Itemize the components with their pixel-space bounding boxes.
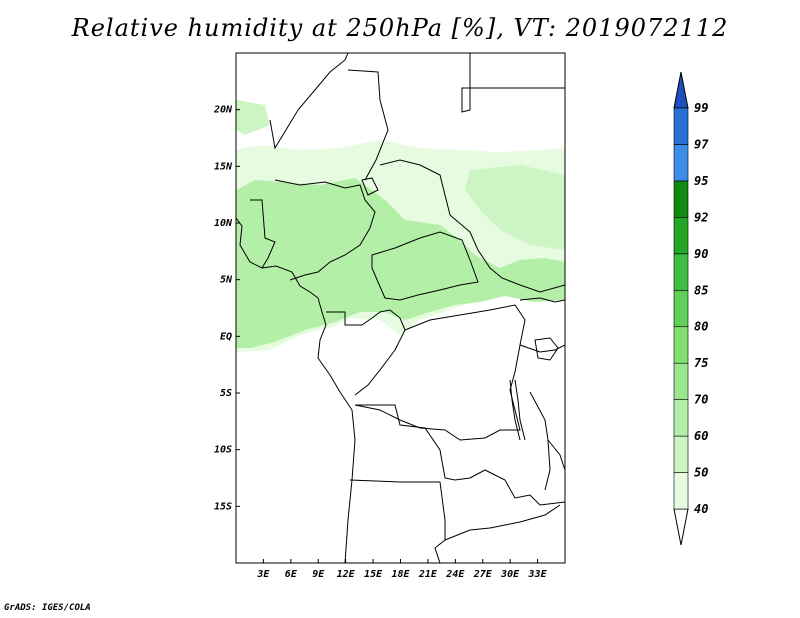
colorbar-segment [673, 326, 689, 364]
colorbar-label: 97 [694, 137, 709, 151]
humidity-band-north [236, 100, 270, 135]
lat-tick-label: 15S [214, 501, 232, 512]
longitude-axis: 3E 6E 9E 12E 15E 18E 21E 24E 27E 30E 33E [256, 559, 548, 580]
lon-tick-label: 9E [312, 569, 325, 580]
lake-tanganyika [509, 379, 526, 441]
lon-tick-label: 3E [256, 569, 270, 580]
colorbar-label: 40 [694, 502, 708, 516]
colorbar-segment [673, 362, 689, 400]
lat-tick-label: 10N [214, 218, 233, 229]
lon-tick-label: 21E [418, 569, 438, 580]
colorbar-segment [673, 253, 689, 291]
lon-tick-label: 33E [528, 569, 548, 580]
colorbar-label: 60 [694, 429, 708, 443]
border-niger-nigeria [274, 179, 376, 281]
colorbar-segment [673, 144, 689, 182]
border-drc [354, 304, 526, 441]
lon-tick-label: 18E [391, 569, 410, 580]
lat-tick-label: 15N [214, 161, 233, 172]
border-southern [349, 479, 561, 563]
lon-tick-label: 12E [337, 569, 356, 580]
border-cameroon-gabon [326, 309, 406, 396]
lake-chad [361, 177, 379, 196]
lat-tick-label: 5N [220, 275, 233, 286]
border-libya-chad [347, 69, 389, 181]
border-angola-zambia [355, 404, 565, 506]
colorbar-label: 85 [694, 283, 708, 297]
lon-tick-label: 15E [364, 569, 383, 580]
colorbar-label: 50 [694, 466, 708, 480]
colorbar-under-arrow [673, 508, 689, 546]
colorbar-segment [673, 217, 689, 255]
humidity-shading [236, 100, 565, 352]
humidity-band-east [465, 165, 565, 250]
colorbar-label: 99 [694, 101, 708, 115]
coastline-west [236, 217, 356, 563]
colorbar-label: 80 [694, 320, 708, 334]
colorbar-label: 92 [694, 210, 708, 224]
border-sahel [250, 199, 276, 269]
colorbar: 40 50 60 70 75 80 85 90 92 95 97 99 [673, 71, 709, 546]
lat-tick-label: EQ [220, 331, 232, 342]
border-chad-sudan [379, 159, 565, 293]
border-east-africa [519, 297, 565, 491]
border-sahara-west [269, 53, 349, 150]
border-egypt-sudan [461, 53, 565, 113]
lon-tick-label: 30E [500, 569, 520, 580]
lat-tick-label: 20N [213, 105, 233, 116]
lon-tick-label: 27E [473, 569, 493, 580]
credit-label: GrADS: IGES/COLA [4, 603, 91, 613]
colorbar-label: 70 [694, 393, 708, 407]
colorbar-segment [673, 435, 689, 473]
latitude-axis: 20N 15N 10N 5N EQ 5S 10S 15S [213, 105, 240, 512]
lon-tick-label: 24E [445, 569, 465, 580]
colorbar-segment [673, 107, 689, 145]
country-borders [236, 53, 565, 563]
colorbar-segment [673, 399, 689, 437]
border-car [371, 231, 479, 301]
lake-victoria [534, 337, 559, 361]
colorbar-segment [673, 180, 689, 218]
map-title: Relative humidity at 250hPa [%], VT: 201… [71, 14, 729, 42]
colorbar-segment [673, 472, 689, 510]
lat-tick-label: 5S [220, 388, 232, 399]
humidity-band-medium [236, 178, 565, 348]
colorbar-label: 95 [694, 174, 708, 188]
colorbar-label: 90 [694, 247, 708, 261]
colorbar-over-arrow [673, 71, 689, 109]
lon-tick-label: 6E [285, 569, 298, 580]
lat-tick-label: 10S [214, 445, 232, 456]
colorbar-segment [673, 289, 689, 328]
colorbar-label: 75 [694, 356, 708, 370]
